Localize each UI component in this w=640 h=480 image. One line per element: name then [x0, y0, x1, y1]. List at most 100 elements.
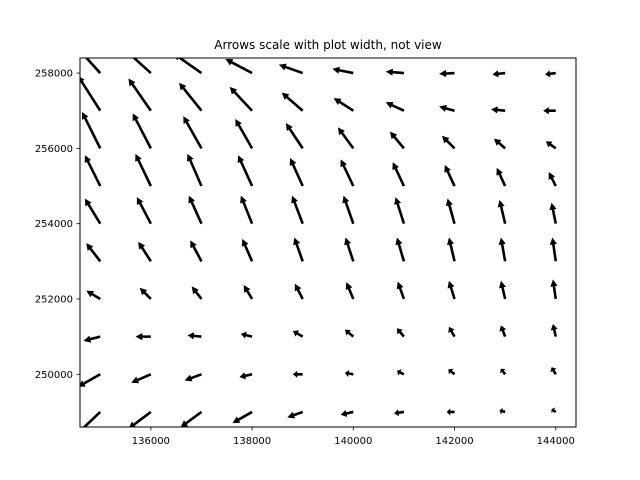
y-tick-label: 250000 [35, 370, 73, 381]
chart-title: Arrows scale with plot width, not view [214, 38, 442, 52]
quiver-arrow [499, 280, 507, 300]
quiver-arrow [180, 410, 203, 427]
quiver-arrow [550, 367, 557, 375]
quiver-arrow [444, 165, 456, 187]
quiver-arrow [237, 155, 254, 187]
quiver-arrow [345, 282, 355, 300]
quiver-arrow [439, 69, 455, 78]
quiver-arrow [499, 325, 507, 338]
quiver-arrow [549, 237, 558, 262]
quiver-arrow [445, 198, 456, 225]
quiver-arrow [293, 237, 304, 262]
quiver-arrow [229, 86, 254, 112]
quiver-arrow [129, 410, 152, 427]
quiver-arrow [342, 195, 355, 225]
quiver-arrow [447, 280, 456, 300]
quiver-arrow [84, 155, 102, 187]
quiver-arrow [344, 237, 355, 262]
quiver-arrow [333, 98, 355, 112]
quiver-arrow [239, 372, 253, 380]
quiver-arrow [139, 287, 152, 300]
x-tick-label: 140000 [334, 436, 372, 447]
quiver-arrow [394, 197, 406, 225]
quiver-arrow [337, 127, 355, 150]
quiver-arrow [448, 368, 456, 376]
quiver-arrow [496, 167, 507, 187]
quiver-arrow [135, 153, 153, 187]
quiver-arrow [188, 195, 203, 225]
quiver-arrow [340, 409, 354, 417]
quiver-arrow [81, 111, 102, 149]
arrow-layer [80, 58, 558, 427]
y-tick-label: 252000 [35, 294, 73, 305]
quiver-arrow [392, 162, 406, 187]
quiver-arrow [497, 199, 507, 224]
quiver-arrow [447, 237, 456, 262]
quiver-arrow [549, 202, 558, 224]
quiver-arrow [550, 324, 558, 337]
quiver-arrow [225, 59, 253, 75]
quiver-arrow [138, 241, 152, 263]
quiver-arrow [551, 407, 557, 414]
x-tick-label: 136000 [132, 436, 170, 447]
quiver-arrow [190, 240, 203, 262]
quiver-arrow [287, 410, 304, 419]
quiver-arrow [132, 58, 152, 75]
quiver-arrow [292, 330, 304, 338]
quiver-arrow [292, 370, 303, 378]
quiver-arrow [128, 78, 152, 112]
quiver-arrow [545, 70, 556, 78]
quiver-arrow [439, 104, 455, 112]
quiver-arrow [82, 411, 102, 427]
quiver-arrow [80, 76, 102, 112]
quiver-arrow [136, 197, 153, 225]
quiver-arrow [281, 92, 304, 112]
quiver-arrow [340, 159, 355, 187]
quiver-arrow [131, 373, 152, 384]
plot-area-frame [79, 57, 577, 428]
quiver-arrow [183, 116, 203, 150]
quiver-arrow [235, 118, 254, 150]
quiver-arrow [396, 369, 405, 376]
quiver-arrow [135, 333, 151, 341]
quiver-arrow [278, 63, 304, 75]
quiver-arrow [84, 198, 102, 225]
quiver-arrow [240, 331, 253, 339]
quiver-arrow [385, 68, 405, 76]
y-tick-label: 254000 [35, 219, 73, 230]
quiver-arrow [240, 195, 254, 225]
quiver-arrow [385, 101, 405, 112]
quiver-arrow [344, 369, 354, 378]
y-axis: 250000 252000 254000 256000 258000 [35, 69, 80, 381]
quiver-arrow [396, 281, 406, 300]
quiver-arrow [241, 238, 254, 262]
quiver-arrow [285, 123, 304, 150]
quiver-arrow [394, 409, 405, 417]
quiver-arrow [291, 195, 304, 225]
quiver-arrow [243, 284, 254, 300]
x-tick-label: 144000 [537, 436, 575, 447]
quiver-arrow [132, 113, 153, 149]
quiver-arrow [86, 290, 101, 301]
quiver-arrow [441, 135, 456, 150]
quiver-arrow [550, 279, 558, 300]
y-tick-label: 258000 [35, 69, 73, 80]
quiver-arrow [543, 107, 556, 115]
quiver-arrow [491, 106, 506, 114]
quiver-arrow [389, 131, 405, 150]
quiver-arrow [83, 335, 101, 343]
quiver-arrow [186, 153, 203, 187]
quiver-arrow [499, 407, 506, 415]
quiver-arrow [548, 172, 557, 187]
quiver-arrow [294, 283, 304, 300]
x-tick-label: 142000 [435, 436, 473, 447]
quiver-arrow [446, 408, 455, 416]
quiver-arrow [332, 66, 354, 75]
quiver-arrow [493, 138, 506, 150]
x-tick-label: 138000 [233, 436, 271, 447]
quiver-arrow [499, 368, 507, 376]
quiver-arrow [232, 410, 253, 424]
quiver-arrow [191, 286, 203, 300]
quiver-arrow [395, 237, 406, 262]
